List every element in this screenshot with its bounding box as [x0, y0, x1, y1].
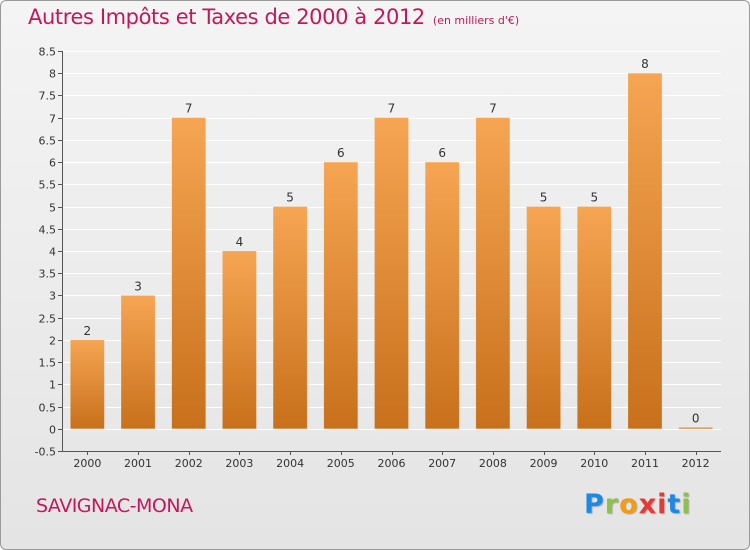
logo-letter: P — [584, 489, 605, 520]
axes: -0.5 0 0.5 1 1.5 2 2.5 3 3.5 4 4.5 5 5.5 6 6.5 7 7.5 8 8.5 — [35, 46, 721, 459]
data-label: 0 — [692, 411, 700, 425]
x-tick-label: 2002 — [175, 457, 203, 470]
data-label: 7 — [489, 102, 497, 116]
y-tick-label: -0.5 — [35, 446, 56, 459]
logo-letter: x — [638, 489, 658, 520]
data-label: 6 — [337, 146, 345, 160]
bars — [70, 72, 713, 430]
labels: 2 2000 3 2001 7 2002 4 2003 5 2004 6 2005 7 2006 6 2007… — [73, 57, 709, 470]
chart-title-text: Autres Impôts et Taxes de 2000 à 2012 — [28, 5, 425, 29]
bar — [424, 161, 460, 430]
x-tick-label: 2011 — [631, 457, 659, 470]
bar — [272, 206, 308, 430]
logo-letter: i — [657, 489, 668, 520]
y-tick-label: 5.5 — [39, 179, 57, 192]
y-tick-label: 6.5 — [39, 135, 57, 148]
y-tick-label: 8 — [49, 68, 56, 81]
x-tick-label: 2001 — [124, 457, 152, 470]
data-label: 2 — [84, 324, 92, 338]
bar — [120, 295, 156, 430]
y-tick-label: 8.5 — [39, 46, 57, 59]
bar — [678, 427, 713, 430]
x-tick-label: 2006 — [378, 457, 406, 470]
bar — [222, 250, 257, 430]
bar — [70, 339, 105, 430]
bar — [475, 117, 511, 430]
data-label: 7 — [185, 102, 193, 116]
x-tick-label: 2008 — [479, 457, 507, 470]
y-tick-label: 0 — [49, 424, 56, 437]
bar — [323, 161, 359, 430]
y-tick-label: 7.5 — [39, 90, 57, 103]
logo-letter: r — [604, 489, 620, 520]
y-tick-label: 6 — [49, 157, 56, 170]
data-label: 5 — [540, 191, 548, 205]
x-tick-label: 2004 — [276, 457, 304, 470]
y-tick-label: 4 — [49, 246, 56, 259]
x-tick-label: 2007 — [428, 457, 456, 470]
y-tick-label: 1.5 — [39, 357, 57, 370]
bar — [171, 117, 206, 430]
chart-subtitle: (en milliers d'€) — [432, 14, 520, 27]
x-tick-label: 2012 — [682, 457, 710, 470]
data-label: 5 — [286, 191, 294, 205]
chart-title: Autres Impôts et Taxes de 2000 à 2012 (en… — [28, 5, 519, 29]
logo-letter: o — [619, 489, 639, 520]
y-tick-label: 0.5 — [39, 402, 57, 415]
data-label: 8 — [641, 57, 649, 71]
y-tick-label: 2 — [49, 335, 56, 348]
x-tick-label: 2005 — [327, 457, 355, 470]
y-tick-label: 7 — [49, 113, 56, 126]
data-label: 3 — [134, 279, 142, 293]
bar — [374, 117, 409, 430]
data-label: 5 — [590, 191, 598, 205]
commune-name: SAVIGNAC-MONA — [36, 495, 193, 517]
y-tick-label: 5 — [49, 202, 56, 215]
bar — [526, 206, 561, 430]
x-tick-label: 2010 — [580, 457, 608, 470]
x-tick-label: 2000 — [73, 457, 101, 470]
data-label: 7 — [388, 102, 396, 116]
x-tick-label: 2003 — [225, 457, 253, 470]
logo-letter: i — [681, 489, 692, 520]
y-tick-label: 3.5 — [39, 268, 57, 281]
y-tick-label: 3 — [49, 290, 56, 303]
x-tick-label: 2009 — [530, 457, 558, 470]
logo-letter: t — [667, 489, 682, 520]
bar — [577, 206, 612, 430]
data-label: 4 — [236, 235, 244, 249]
bar — [627, 72, 663, 430]
y-tick-label: 1 — [49, 379, 56, 392]
y-tick-label: 2.5 — [39, 313, 57, 326]
y-tick-label: 4.5 — [39, 224, 57, 237]
data-label: 6 — [438, 146, 446, 160]
proxiti-logo: Proxiti — [584, 489, 692, 520]
